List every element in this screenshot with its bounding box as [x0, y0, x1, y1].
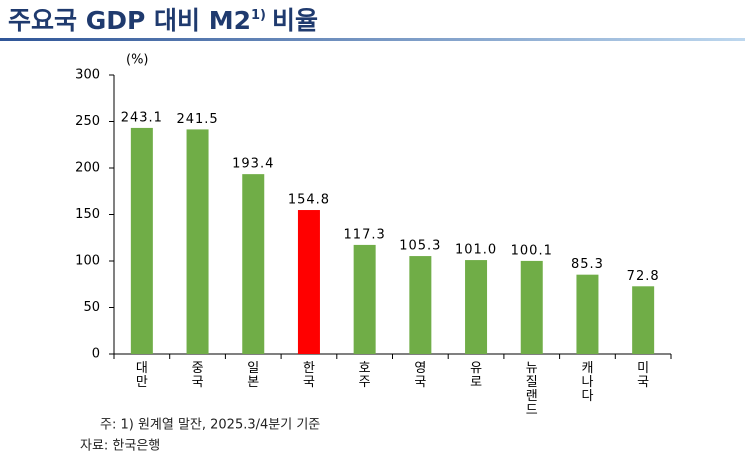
x-tick-char: 영 — [414, 361, 426, 376]
x-tick-char: 국 — [637, 375, 649, 390]
value-label: 105.3 — [399, 239, 441, 254]
y-tick-label: 200 — [75, 161, 100, 176]
x-tick-char: 미 — [637, 361, 649, 376]
x-tick-char: 랜 — [526, 389, 538, 404]
bar — [130, 127, 153, 355]
value-label: 241.5 — [176, 112, 218, 127]
value-label: 101.0 — [455, 243, 497, 258]
x-tick-char: 캐 — [581, 361, 593, 376]
x-tick-char: 호 — [359, 361, 371, 376]
x-tick-char: 국 — [414, 375, 426, 390]
bar — [242, 174, 265, 354]
value-label: 154.8 — [288, 193, 330, 208]
x-tick-char: 나 — [581, 375, 593, 390]
source: 자료: 한국은행 — [80, 438, 160, 454]
bar — [409, 256, 432, 354]
y-tick-label: 150 — [75, 207, 100, 222]
x-tick-char: 한 — [303, 361, 315, 376]
y-tick-label: 0 — [92, 347, 100, 362]
x-tick-char: 만 — [136, 375, 148, 390]
bar — [297, 210, 320, 354]
y-tick-label: 300 — [75, 68, 100, 83]
x-tick-char: 국 — [303, 375, 315, 390]
bar — [465, 260, 488, 354]
x-tick-char: 본 — [247, 375, 259, 390]
x-tick-char: 뉴 — [526, 361, 538, 376]
value-label: 117.3 — [344, 227, 386, 242]
value-label: 193.4 — [232, 157, 274, 172]
bar — [520, 260, 543, 354]
value-label: 85.3 — [571, 257, 604, 272]
y-tick-label: 50 — [83, 300, 100, 315]
title-main: 주요국 GDP 대비 M2 — [8, 6, 251, 35]
note: 주: 1) 원계열 말잔, 2025.3/4분기 기준 — [100, 418, 320, 433]
y-unit: (%) — [126, 53, 149, 68]
y-tick-label: 250 — [75, 114, 100, 129]
bar — [186, 129, 209, 354]
x-tick-char: 유 — [470, 361, 482, 376]
x-tick-char: 로 — [470, 375, 482, 390]
x-tick-char: 대 — [136, 361, 148, 376]
x-tick-char: 주 — [359, 375, 371, 390]
x-tick-char: 중 — [192, 361, 204, 376]
title-suffix: 비율 — [272, 6, 318, 35]
bar — [576, 274, 599, 354]
title-underline — [0, 38, 745, 41]
value-label: 100.1 — [511, 243, 553, 258]
y-tick-label: 100 — [75, 254, 100, 269]
x-tick-char: 다 — [581, 389, 593, 404]
title-superscript: 1) — [251, 8, 266, 23]
x-tick-char: 드 — [526, 403, 538, 418]
chart-title: 주요국 GDP 대비 M21) 비율 — [8, 6, 318, 35]
bar — [632, 286, 655, 354]
bar — [353, 244, 376, 354]
value-label: 243.1 — [121, 110, 163, 125]
x-tick-char: 질 — [526, 375, 538, 390]
x-tick-char: 일 — [247, 361, 259, 376]
value-label: 72.8 — [627, 269, 660, 284]
x-tick-char: 국 — [192, 375, 204, 390]
